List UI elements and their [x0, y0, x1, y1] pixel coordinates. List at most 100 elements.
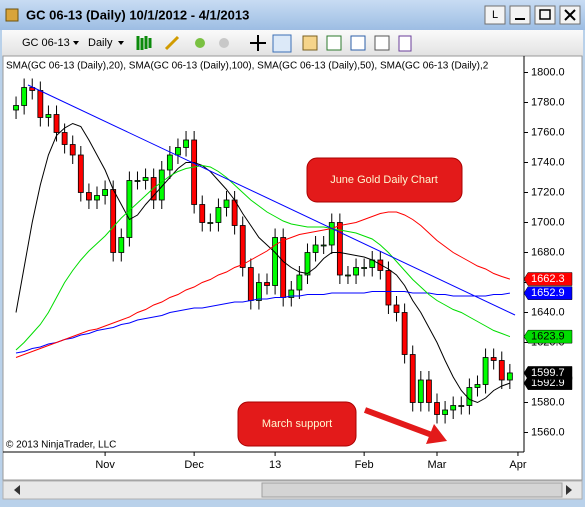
- crosshair-icon[interactable]: [250, 35, 266, 51]
- candle-body: [272, 237, 278, 286]
- candle-body: [199, 204, 206, 223]
- window-title: GC 06-13 (Daily) 10/1/2012 - 4/1/2013: [26, 7, 249, 22]
- candle-body: [207, 222, 214, 224]
- properties-icon[interactable]: [272, 34, 292, 53]
- sma-line: [15, 122, 511, 404]
- candle-body: [328, 222, 335, 246]
- candle-body: [361, 267, 368, 269]
- link-button[interactable]: [484, 5, 506, 25]
- y-tick-label: 1580.0: [531, 396, 565, 408]
- close-icon: [564, 9, 576, 21]
- copyright: © 2013 NinjaTrader, LLC: [6, 440, 116, 451]
- candle-body: [158, 169, 165, 201]
- y-tick-label: 1720.0: [531, 186, 565, 198]
- x-tick-label: Mar: [428, 459, 447, 471]
- candle-body: [13, 105, 19, 111]
- dropdown-arrow: [73, 41, 79, 45]
- candle-body: [21, 87, 28, 106]
- candle-body: [215, 207, 222, 223]
- candle-body: [264, 282, 270, 286]
- sma-line: [15, 211, 511, 358]
- candle-body: [409, 354, 416, 403]
- toolbar: [2, 30, 583, 56]
- candle-body: [77, 154, 84, 193]
- last-price-flag: [523, 366, 573, 380]
- scroll-left[interactable]: [14, 485, 20, 495]
- candle-body: [474, 384, 481, 388]
- candle-body: [385, 270, 392, 306]
- candle-body: [466, 387, 473, 406]
- candle-body: [134, 180, 141, 182]
- candle-body: [336, 222, 343, 276]
- candle-body: [498, 360, 505, 381]
- y-tick-label: 1640.0: [531, 306, 565, 318]
- arrow-shaft: [363, 407, 434, 438]
- y-tick-label: 1680.0: [531, 246, 565, 258]
- candle-body: [239, 225, 246, 268]
- interval-selector[interactable]: Daily: [88, 37, 113, 49]
- bar-style-icon[interactable]: [136, 36, 152, 50]
- candle-body: [458, 405, 465, 407]
- candle-body: [247, 267, 254, 301]
- y-tick-label: 1700.0: [531, 216, 565, 228]
- indicators-icon[interactable]: [326, 35, 342, 51]
- maximize-button[interactable]: [534, 5, 556, 25]
- scroll-thumb[interactable]: [261, 482, 563, 498]
- scroll-right[interactable]: [566, 485, 572, 495]
- callout-text: June Gold Daily Chart: [330, 174, 438, 186]
- candle-body: [482, 357, 489, 385]
- candle-body: [401, 312, 408, 355]
- candle-body: [118, 237, 125, 253]
- candle-body: [53, 114, 60, 133]
- templates-icon[interactable]: [374, 35, 390, 51]
- strategies-icon[interactable]: [350, 35, 366, 51]
- candle-body: [150, 177, 157, 201]
- zoom-in-icon[interactable]: [195, 38, 205, 48]
- candle-body: [345, 274, 351, 277]
- candle-body: [450, 405, 457, 411]
- candle-body: [191, 139, 198, 205]
- callout-box: [237, 401, 357, 447]
- link-button-label[interactable]: L: [492, 9, 498, 21]
- sma-value-flag-label: 1662.3: [531, 273, 565, 285]
- instrument-selector[interactable]: GC 06-13: [22, 37, 70, 49]
- candle-body: [506, 372, 513, 381]
- candle-body: [175, 147, 181, 156]
- sma-value-flag: [523, 272, 573, 286]
- candle-body: [296, 274, 303, 291]
- zoom-out-icon[interactable]: [219, 38, 229, 48]
- candle-body: [393, 304, 400, 313]
- toolbar-icons[interactable]: [136, 34, 412, 53]
- minimize-button[interactable]: [509, 5, 531, 25]
- candle-body: [37, 90, 44, 118]
- callout-text: March support: [262, 418, 332, 430]
- candle-body: [304, 252, 311, 276]
- candle-body: [490, 357, 497, 361]
- dropdown-arrow: [118, 41, 124, 45]
- candle-body: [426, 379, 432, 403]
- candle-body: [86, 192, 92, 201]
- y-tick-label: 1760.0: [531, 126, 565, 138]
- candle-body: [45, 114, 52, 118]
- indicator-label: SMA(GC 06-13 (Daily),20), SMA(GC 06-13 (…: [6, 61, 489, 72]
- sma-value-flag-label: 1592.9: [531, 377, 565, 389]
- chart-trader-icon[interactable]: [398, 35, 412, 52]
- candle-body: [377, 259, 384, 271]
- candle-body: [442, 409, 448, 415]
- sma-value-flag: [523, 329, 573, 344]
- sma-value-flag-label: 1652.9: [531, 287, 565, 299]
- candle-body: [110, 189, 117, 253]
- y-tick-label: 1740.0: [531, 156, 565, 168]
- candle-body: [126, 180, 133, 238]
- data-box-icon[interactable]: [302, 35, 318, 51]
- candle-body: [69, 144, 76, 156]
- maximize-icon: [539, 9, 551, 20]
- candle-body: [353, 267, 359, 276]
- draw-icon[interactable]: [164, 35, 180, 51]
- candle-body: [280, 237, 287, 298]
- candle-body: [94, 195, 100, 201]
- x-tick-label: 13: [269, 459, 281, 471]
- candle-body: [320, 244, 327, 247]
- sma-value-flag: [523, 286, 573, 300]
